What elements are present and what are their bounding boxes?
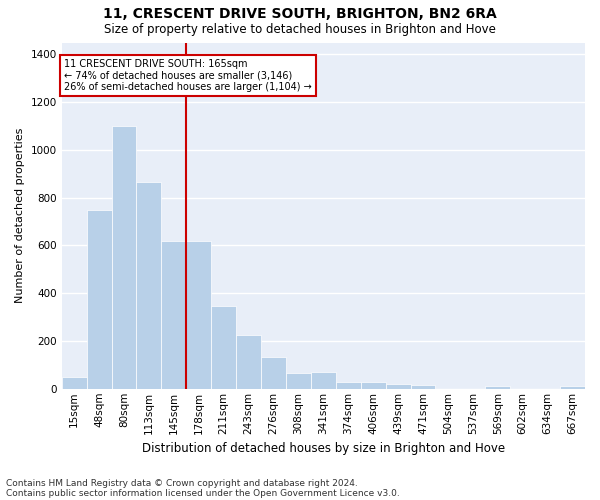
- Bar: [62, 377, 86, 389]
- Bar: [560, 386, 585, 389]
- Bar: [86, 210, 112, 389]
- Text: 11, CRESCENT DRIVE SOUTH, BRIGHTON, BN2 6RA: 11, CRESCENT DRIVE SOUTH, BRIGHTON, BN2 …: [103, 8, 497, 22]
- Bar: [161, 240, 186, 389]
- X-axis label: Distribution of detached houses by size in Brighton and Hove: Distribution of detached houses by size …: [142, 442, 505, 455]
- Bar: [186, 240, 211, 389]
- Bar: [261, 356, 286, 389]
- Text: Contains public sector information licensed under the Open Government Licence v3: Contains public sector information licen…: [6, 488, 400, 498]
- Bar: [286, 373, 311, 389]
- Bar: [386, 384, 410, 389]
- Bar: [485, 386, 510, 389]
- Text: Contains HM Land Registry data © Crown copyright and database right 2024.: Contains HM Land Registry data © Crown c…: [6, 478, 358, 488]
- Bar: [211, 306, 236, 389]
- Bar: [112, 126, 136, 389]
- Text: 11 CRESCENT DRIVE SOUTH: 165sqm
← 74% of detached houses are smaller (3,146)
26%: 11 CRESCENT DRIVE SOUTH: 165sqm ← 74% of…: [64, 59, 312, 92]
- Bar: [311, 372, 336, 389]
- Y-axis label: Number of detached properties: Number of detached properties: [15, 128, 25, 304]
- Bar: [361, 382, 386, 389]
- Bar: [236, 335, 261, 389]
- Bar: [336, 382, 361, 389]
- Bar: [136, 182, 161, 389]
- Text: Size of property relative to detached houses in Brighton and Hove: Size of property relative to detached ho…: [104, 22, 496, 36]
- Bar: [410, 385, 436, 389]
